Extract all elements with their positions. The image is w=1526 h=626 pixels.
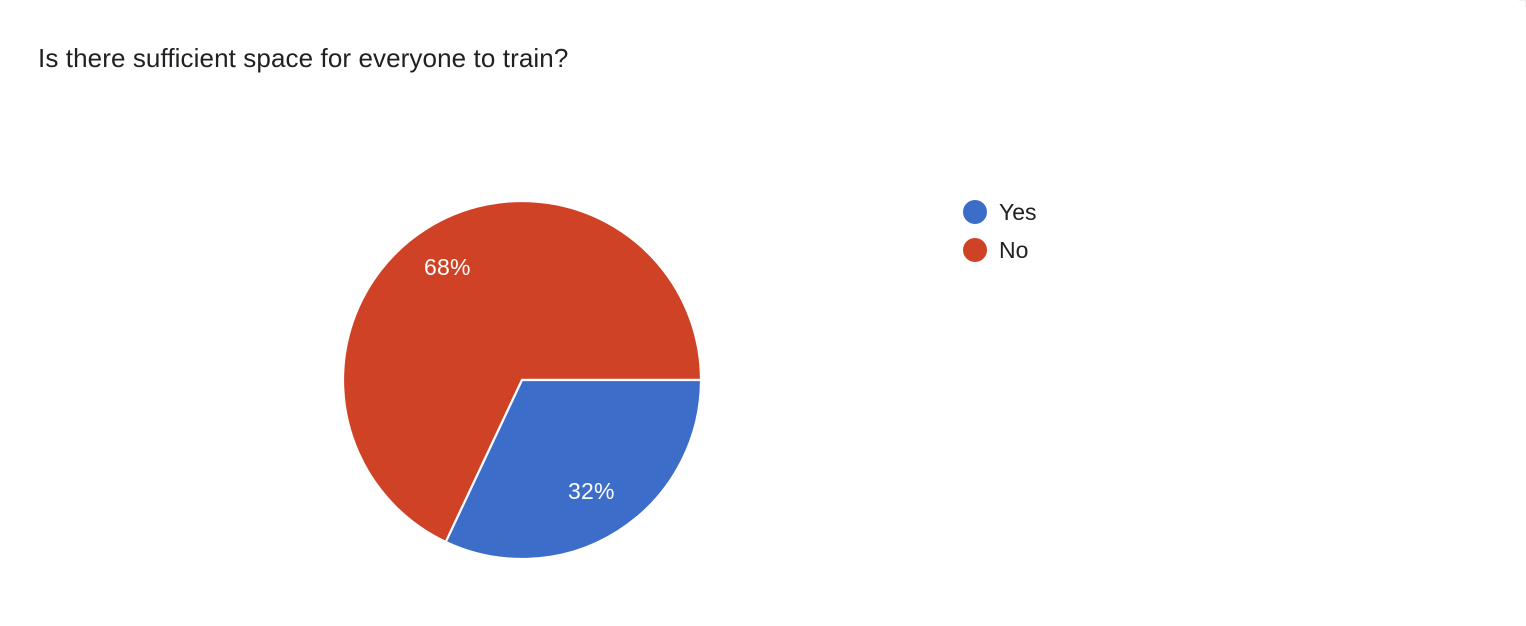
pie-slice-no[interactable] <box>341 199 703 544</box>
pie-chart-graphic <box>341 199 703 561</box>
legend-label-yes: Yes <box>999 198 1037 225</box>
page-title: Is there sufficient space for everyone t… <box>38 43 569 73</box>
pie-slice-yes[interactable] <box>444 378 703 561</box>
legend-item-yes[interactable]: Yes <box>963 196 1037 227</box>
legend-item-no[interactable]: No <box>963 234 1037 265</box>
legend-label-no: No <box>999 236 1029 263</box>
legend-swatch-no-icon <box>963 237 987 262</box>
legend-swatch-yes-icon <box>963 199 987 224</box>
chart-legend: Yes No <box>963 196 1037 265</box>
